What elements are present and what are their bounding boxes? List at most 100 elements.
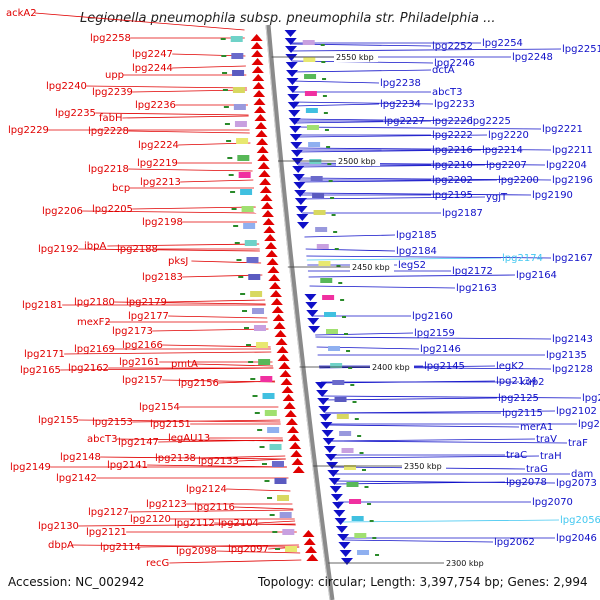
gene-label-lpg2205[interactable]: lpg2205 — [92, 204, 133, 215]
gene-label-lpg2218[interactable]: lpg2218 — [88, 164, 129, 175]
gene-label-lpg2227[interactable]: lpg2227 — [384, 116, 425, 127]
gene-label-lpg2143[interactable]: lpg2143 — [552, 334, 593, 345]
gene-label-lpg2138[interactable]: lpg2138 — [155, 453, 196, 464]
gene-label-lpg2102[interactable]: lpg2102 — [556, 406, 597, 417]
gene-label-pksj[interactable]: pksJ — [168, 256, 188, 267]
gene-label-lpg2166[interactable]: lpg2166 — [122, 340, 163, 351]
gene-label-lpg2147[interactable]: lpg2147 — [118, 437, 159, 448]
gene-label-lpg2247[interactable]: lpg2247 — [132, 49, 173, 60]
gene-label-legau13[interactable]: legAU13 — [168, 433, 210, 444]
gene-label-lpg2171[interactable]: lpg2171 — [24, 349, 65, 360]
gene-label-lpg2233[interactable]: lpg2233 — [434, 99, 475, 110]
gene-label-lpg2173[interactable]: lpg2173 — [112, 326, 153, 337]
gene-label-lpg2185[interactable]: lpg2185 — [396, 230, 437, 241]
gene-label-lpg2098[interactable]: lpg2098 — [176, 546, 217, 557]
gene-label-lpg2207[interactable]: lpg2207 — [486, 160, 527, 171]
gene-label-lpg2187[interactable]: lpg2187 — [442, 208, 483, 219]
gene-label-lpg2179[interactable]: lpg2179 — [126, 297, 167, 308]
gene-label-lpg2210[interactable]: lpg2210 — [432, 160, 473, 171]
gene-label-lpg2148[interactable]: lpg2148 — [60, 452, 101, 463]
gene-label-lpg2062[interactable]: lpg2062 — [494, 537, 535, 548]
gene-label-lpg2070[interactable]: lpg2070 — [532, 497, 573, 508]
gene-label-bcp[interactable]: bcp — [112, 183, 130, 194]
gene-label-lpg2111[interactable]: lpg2111 — [582, 393, 600, 404]
gene-label-lpg2159[interactable]: lpg2159 — [414, 328, 455, 339]
gene-label-trav[interactable]: traV — [536, 434, 557, 445]
gene-label-mexf2[interactable]: mexF2 — [77, 317, 111, 328]
gene-label-lpg2180[interactable]: lpg2180 — [74, 297, 115, 308]
gene-label-lpg2224[interactable]: lpg2224 — [138, 140, 179, 151]
gene-label-lpg2246[interactable]: lpg2246 — [434, 58, 475, 69]
gene-label-lpg2078[interactable]: lpg2078 — [506, 477, 547, 488]
gene-label-lpg2202[interactable]: lpg2202 — [432, 175, 473, 186]
gene-label-lpg2214[interactable]: lpg2214 — [482, 145, 523, 156]
gene-label-lpg2172[interactable]: lpg2172 — [452, 266, 493, 277]
gene-label-lpg2125[interactable]: lpg2125 — [498, 393, 539, 404]
gene-label-lpg2222[interactable]: lpg2222 — [432, 130, 473, 141]
gene-label-legk2[interactable]: legK2 — [496, 361, 524, 372]
gene-label-lpg2155[interactable]: lpg2155 — [38, 415, 79, 426]
gene-label-lpg2188[interactable]: lpg2188 — [117, 244, 158, 255]
gene-label-lpg2154[interactable]: lpg2154 — [139, 402, 180, 413]
gene-label-trah[interactable]: traH — [540, 451, 562, 462]
gene-label-lpg2251[interactable]: lpg2251 — [562, 44, 600, 55]
gene-label-dbpa[interactable]: dbpA — [48, 540, 74, 551]
gene-label-lpg2184[interactable]: lpg2184 — [396, 246, 437, 257]
gene-label-abct3[interactable]: abcT3 — [87, 434, 117, 445]
gene-label-lpg2200[interactable]: lpg2200 — [498, 175, 539, 186]
gene-label-lpg2169[interactable]: lpg2169 — [74, 344, 115, 355]
gene-label-lpg2206[interactable]: lpg2206 — [42, 206, 83, 217]
gene-label-lpg2211[interactable]: lpg2211 — [552, 145, 593, 156]
gene-label-lpg2234[interactable]: lpg2234 — [380, 99, 421, 110]
gene-label-lpg2114[interactable]: lpg2114 — [100, 542, 141, 553]
gene-label-lpg2220[interactable]: lpg2220 — [488, 130, 529, 141]
gene-label-kup2[interactable]: kup2 — [520, 377, 545, 388]
gene-label-lpg2151[interactable]: lpg2151 — [150, 419, 191, 430]
gene-label-lpg2174[interactable]: lpg2174 — [502, 253, 543, 264]
gene-label-lpg2056[interactable]: lpg2056 — [560, 515, 600, 526]
gene-label-legs2[interactable]: legS2 — [398, 260, 426, 271]
gene-label-trag[interactable]: traG — [526, 464, 548, 475]
gene-label-lpg2124[interactable]: lpg2124 — [186, 484, 227, 495]
gene-label-lpg2145[interactable]: lpg2145 — [424, 361, 465, 372]
gene-label-lpg2229[interactable]: lpg2229 — [8, 125, 49, 136]
gene-label-lpg2204[interactable]: lpg2204 — [546, 160, 587, 171]
gene-label-lpg2120[interactable]: lpg2120 — [130, 514, 171, 525]
gene-label-lpg2133[interactable]: lpg2133 — [198, 456, 239, 467]
gene-label-lpg2216[interactable]: lpg2216 — [432, 145, 473, 156]
gene-label-lpg2073[interactable]: lpg2073 — [556, 478, 597, 489]
gene-label-lpg2219[interactable]: lpg2219 — [137, 158, 178, 169]
gene-label-ygjt[interactable]: ygjT — [486, 192, 508, 203]
gene-label-lpg2244[interactable]: lpg2244 — [132, 63, 173, 74]
gene-label-lpg2252[interactable]: lpg2252 — [432, 41, 473, 52]
gene-label-lpg2161[interactable]: lpg2161 — [119, 357, 160, 368]
gene-label-lpg2141[interactable]: lpg2141 — [107, 460, 148, 471]
gene-label-lpg2149[interactable]: lpg2149 — [10, 462, 51, 473]
gene-label-lpg2153[interactable]: lpg2153 — [92, 417, 133, 428]
gene-label-lpg2254[interactable]: lpg2254 — [482, 38, 523, 49]
gene-label-lpg2135[interactable]: lpg2135 — [546, 350, 587, 361]
gene-label-lpg2225[interactable]: lpg2225 — [470, 116, 511, 127]
gene-label-acka2[interactable]: ackA2 — [6, 8, 37, 19]
gene-label-lpg2228[interactable]: lpg2228 — [88, 126, 129, 137]
gene-label-lpg2240[interactable]: lpg2240 — [46, 81, 87, 92]
gene-label-fabh[interactable]: fabH — [99, 113, 123, 124]
gene-label-lpg2156[interactable]: lpg2156 — [178, 378, 219, 389]
gene-label-dcta[interactable]: dctA — [432, 65, 455, 76]
gene-label-abct3[interactable]: abcT3 — [432, 87, 462, 98]
gene-label-lpg2213[interactable]: lpg2213 — [140, 177, 181, 188]
gene-label-lpg2167[interactable]: lpg2167 — [552, 253, 593, 264]
gene-label-lpg2239[interactable]: lpg2239 — [92, 87, 133, 98]
gene-label-lpg2190[interactable]: lpg2190 — [532, 190, 573, 201]
gene-label-recg[interactable]: recG — [146, 558, 169, 569]
gene-label-lpg2128[interactable]: lpg2128 — [552, 364, 593, 375]
gene-label-lpg2192[interactable]: lpg2192 — [38, 244, 79, 255]
gene-label-lpg2162[interactable]: lpg2162 — [68, 363, 109, 374]
gene-label-pmta[interactable]: pmtA — [171, 359, 198, 370]
gene-label-lpg2221[interactable]: lpg2221 — [542, 124, 583, 135]
gene-label-ibpa[interactable]: ibpA — [84, 241, 106, 252]
gene-label-lpg2235[interactable]: lpg2235 — [55, 108, 96, 119]
gene-label-lpg2127[interactable]: lpg2127 — [88, 507, 129, 518]
gene-label-lpg2116[interactable]: lpg2116 — [194, 502, 235, 513]
gene-label-lpg2165[interactable]: lpg2165 — [20, 365, 61, 376]
